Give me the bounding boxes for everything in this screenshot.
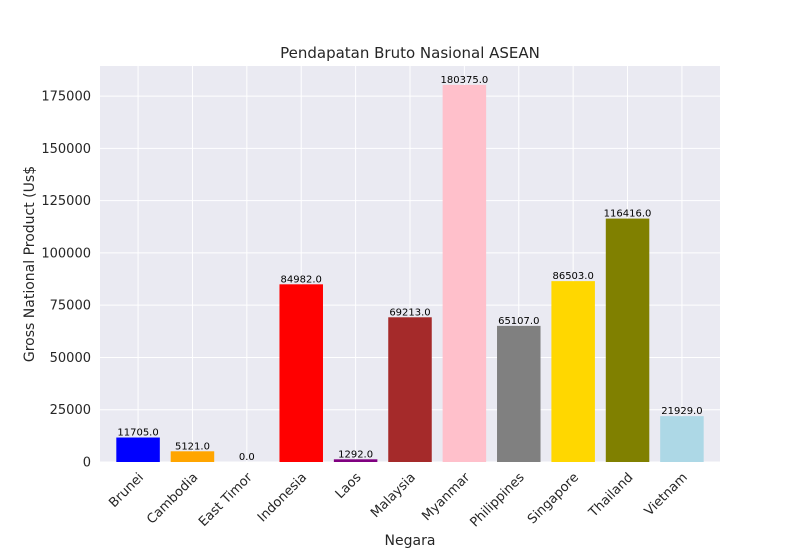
data-label-indonesia: 84982.0 xyxy=(281,274,322,285)
x-tick-label-singapore: Singapore xyxy=(525,470,582,527)
bar-laos xyxy=(333,459,378,462)
x-tick-label-malaysia: Malaysia xyxy=(368,470,419,521)
bar-brunei xyxy=(116,437,160,462)
y-tick-label-7: 175000 xyxy=(41,90,91,105)
x-tick-label-thailand: Thailand xyxy=(586,470,637,521)
x-tick-label-cambodia: Cambodia xyxy=(144,470,201,527)
x-axis-label: Negara xyxy=(385,533,436,549)
bar-cambodia xyxy=(170,451,215,462)
data-label-brunei: 11705.0 xyxy=(117,428,158,439)
bar-vietnam xyxy=(660,416,704,462)
x-tick-label-indonesia: Indonesia xyxy=(255,470,310,525)
bar-singapore xyxy=(551,281,595,462)
bar-indonesia xyxy=(279,284,323,462)
data-label-vietnam: 21929.0 xyxy=(661,406,702,417)
y-tick-label-2: 50000 xyxy=(50,351,91,366)
y-axis-ticks: 0 25000 50000 75000 100000 125000 150000 175000 xyxy=(41,90,91,471)
data-label-east-timor: 0.0 xyxy=(239,452,255,463)
y-tick-label-6: 150000 xyxy=(41,142,91,157)
y-tick-label-1: 25000 xyxy=(50,403,91,418)
x-tick-label-laos: Laos xyxy=(333,470,365,502)
y-tick-label-3: 75000 xyxy=(50,299,91,314)
data-label-thailand: 116416.0 xyxy=(604,209,652,220)
y-axis-label: Gross National Product (Us$ xyxy=(22,166,38,362)
bar-thailand xyxy=(605,218,650,462)
chart-title: Pendapatan Bruto Nasional ASEAN xyxy=(280,44,540,62)
bar-malaysia xyxy=(388,317,432,462)
bar-philippines xyxy=(497,325,541,462)
y-tick-label-4: 100000 xyxy=(41,246,91,261)
x-tick-label-myanmar: Myanmar xyxy=(419,470,473,524)
data-label-malaysia: 69213.0 xyxy=(389,307,430,318)
bars xyxy=(116,84,704,462)
data-labels: 11705.0 5121.0 0.0 84982.0 1292.0 69213.0 1803… xyxy=(117,75,702,463)
x-tick-label-east-timor: East Timor xyxy=(196,470,256,530)
data-label-laos: 1292.0 xyxy=(338,449,373,460)
data-label-singapore: 86503.0 xyxy=(552,271,593,282)
data-label-cambodia: 5121.0 xyxy=(175,441,210,452)
x-tick-label-philippines: Philippines xyxy=(467,470,527,530)
data-label-myanmar: 180375.0 xyxy=(441,75,489,86)
data-label-philippines: 65107.0 xyxy=(498,316,539,327)
y-tick-label-5: 125000 xyxy=(41,194,91,209)
x-tick-label-vietnam: Vietnam xyxy=(642,470,691,519)
y-tick-label-0: 0 xyxy=(83,456,91,471)
bar-myanmar xyxy=(442,84,487,462)
x-tick-label-brunei: Brunei xyxy=(106,470,147,511)
